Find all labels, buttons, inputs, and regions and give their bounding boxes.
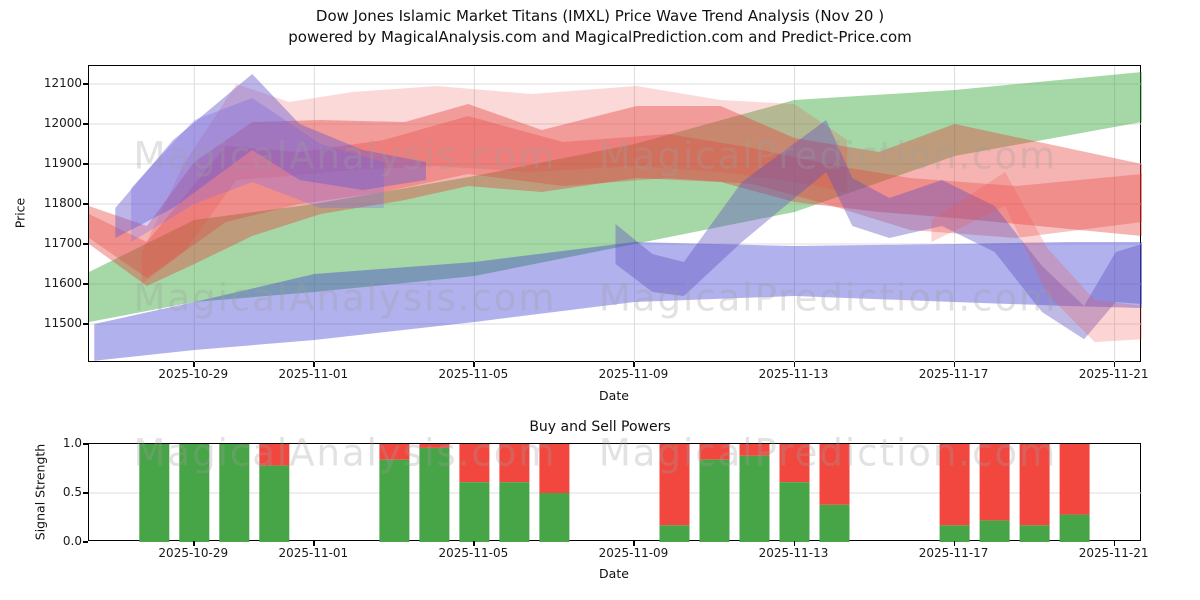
- signal-chart-plot: [88, 443, 1142, 542]
- price-ytick-label: 11500: [43, 316, 82, 330]
- buy-bar-2025-10-29: [179, 444, 210, 542]
- signal-yaxis-label: Signal Strength: [32, 443, 48, 541]
- buy-bar-2025-11-13: [779, 482, 810, 542]
- price-xaxis-label: Date: [599, 388, 629, 403]
- buy-bar-2025-11-20: [1059, 514, 1090, 542]
- red-tail-band: [931, 172, 1142, 342]
- signal-xtick-label: 2025-10-29: [158, 546, 229, 560]
- price-ytick-label: 12100: [43, 76, 82, 90]
- price-xtick-label: 2025-11-21: [1078, 367, 1149, 381]
- purple-mid-band: [615, 120, 1142, 340]
- price-chart-plot: [88, 65, 1142, 363]
- sell-bar-2025-10-31: [259, 444, 290, 466]
- price-xtick-label: 2025-10-29: [158, 367, 229, 381]
- chart-title-line2: powered by MagicalAnalysis.com and Magic…: [288, 28, 912, 46]
- purple-peak-band: [115, 74, 427, 238]
- buy-bar-2025-11-11: [699, 459, 730, 542]
- sell-bar-2025-11-11: [699, 444, 730, 460]
- sell-bar-2025-11-05: [459, 444, 490, 483]
- buy-bar-2025-11-03: [379, 459, 410, 542]
- buy-bar-2025-10-30: [219, 444, 250, 542]
- signal-xtick-label: 2025-11-13: [758, 546, 829, 560]
- signal-ytick-label: 1.0: [62, 436, 82, 450]
- signal-xtick-label: 2025-11-01: [278, 546, 349, 560]
- buy-bar-2025-11-18: [979, 520, 1010, 542]
- blue-lower-band: [94, 242, 1142, 361]
- sell-bar-2025-11-06: [499, 444, 530, 483]
- red-inner-band: [89, 116, 1142, 278]
- red-envelope-band: [141, 84, 848, 284]
- sell-bar-2025-11-20: [1059, 444, 1090, 515]
- buy-bar-2025-11-17: [939, 525, 970, 542]
- signal-chart-svg: [89, 444, 1142, 542]
- price-yaxis-label: Price: [12, 197, 28, 229]
- chart-title-line1: Dow Jones Islamic Market Titans (IMXL) P…: [315, 7, 885, 25]
- price-xtick-label: 2025-11-13: [758, 367, 829, 381]
- signal-xtick-label: 2025-11-17: [918, 546, 989, 560]
- price-ytick-label: 11800: [43, 196, 82, 210]
- red-main-band: [89, 104, 1142, 286]
- buy-bar-2025-11-05: [459, 482, 490, 542]
- sell-bar-2025-11-14: [819, 444, 850, 505]
- sell-bar-2025-11-03: [379, 444, 410, 460]
- price-ytick-label: 12000: [43, 116, 82, 130]
- buy-bar-2025-10-28: [139, 444, 170, 542]
- signal-xtick-label: 2025-11-05: [438, 546, 509, 560]
- price-xtick-label: 2025-11-05: [438, 367, 509, 381]
- price-ytick-label: 11700: [43, 236, 82, 250]
- sell-bar-2025-11-07: [539, 444, 570, 493]
- signal-xtick-label: 2025-11-09: [598, 546, 669, 560]
- sell-bar-2025-11-13: [779, 444, 810, 483]
- blue-peak-light-band: [131, 98, 384, 242]
- price-ytick-label: 11900: [43, 156, 82, 170]
- price-xtick-label: 2025-11-17: [918, 367, 989, 381]
- sell-bar-2025-11-12: [739, 444, 770, 456]
- buy-bar-2025-11-07: [539, 493, 570, 542]
- sell-bar-2025-11-04: [419, 444, 450, 448]
- signal-chart-title: Buy and Sell Powers: [529, 419, 671, 435]
- sell-bar-2025-11-19: [1019, 444, 1050, 526]
- buy-bar-2025-11-19: [1019, 525, 1050, 542]
- sell-bar-2025-11-18: [979, 444, 1010, 521]
- signal-ytick-label: 0.0: [62, 534, 82, 548]
- buy-bar-2025-11-12: [739, 455, 770, 542]
- signal-ytick-label: 0.5: [62, 485, 82, 499]
- buy-bar-2025-11-14: [819, 504, 850, 542]
- price-xtick-label: 2025-11-09: [598, 367, 669, 381]
- signal-xaxis-label: Date: [599, 566, 629, 581]
- price-ytick-label: 11600: [43, 276, 82, 290]
- price-xtick-label: 2025-11-01: [278, 367, 349, 381]
- buy-bar-2025-10-31: [259, 465, 290, 542]
- buy-bar-2025-11-04: [419, 447, 450, 542]
- sell-bar-2025-11-17: [939, 444, 970, 526]
- buy-bar-2025-11-06: [499, 482, 530, 542]
- signal-xtick-label: 2025-11-21: [1078, 546, 1149, 560]
- green-trend-band: [89, 72, 1142, 322]
- buy-bar-2025-11-10: [659, 525, 690, 542]
- price-chart-svg: [89, 66, 1142, 363]
- sell-bar-2025-11-10: [659, 444, 690, 526]
